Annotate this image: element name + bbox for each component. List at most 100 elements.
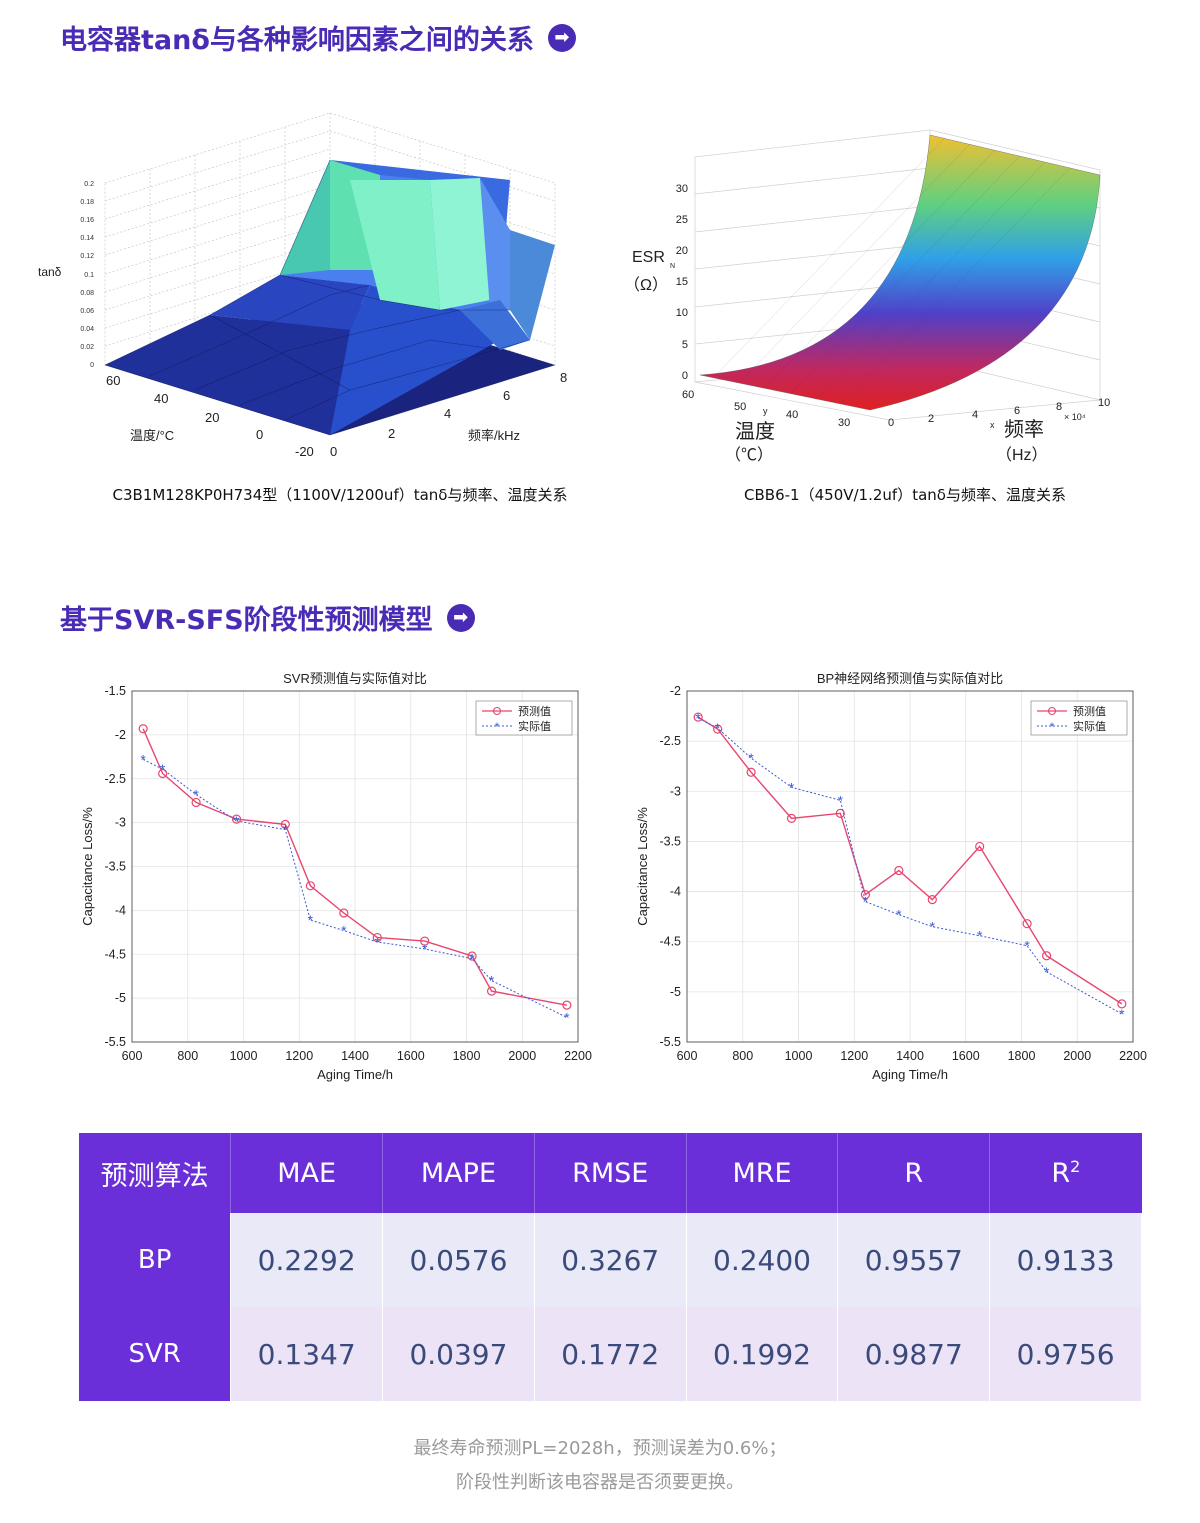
data-point-predicted — [305, 881, 315, 891]
data-point-actual: * — [695, 710, 701, 726]
right-temp-axis-letter: y — [763, 406, 768, 416]
temp-tick: 40 — [786, 409, 798, 421]
y-tick-label: -4.5 — [659, 935, 681, 949]
data-point-predicted — [835, 808, 845, 818]
data-point-predicted — [191, 797, 201, 808]
arrow-right-icon[interactable]: ➡ — [446, 603, 475, 632]
data-point-actual: * — [469, 951, 475, 967]
header-mre: MRE — [686, 1133, 839, 1213]
z-tick: 15 — [676, 276, 688, 288]
z-tick: 0.16 — [80, 217, 94, 224]
z-tick: 10 — [676, 307, 688, 319]
data-point-actual: * — [838, 792, 844, 808]
y-tick-label: -5.5 — [104, 1035, 126, 1049]
freq-tick: 0 — [330, 444, 337, 459]
legend-marker-actual: * — [495, 720, 500, 734]
series-line-predicted — [142, 728, 567, 1006]
temp-tick: 60 — [682, 389, 694, 401]
legend-box — [1030, 700, 1128, 736]
temp-tick: 0 — [256, 427, 263, 442]
z-tick: 0.2 — [84, 181, 94, 188]
value-cell: 0.3267 — [534, 1213, 687, 1307]
data-point-predicted — [280, 819, 290, 829]
data-point-actual: * — [789, 779, 795, 795]
bp-line-chart: 600 800 1000 1200 1400 1600 1800 2000 2200 -2 -2.5… — [635, 671, 1147, 1082]
x-tick-label: 1600 — [397, 1049, 425, 1063]
freq-tick: 2 — [388, 426, 395, 441]
freq-tick: 6 — [1014, 405, 1020, 417]
section1-title: 电容器tanδ与各种影响因素之间的关系 ➡ — [60, 18, 576, 57]
right-temp-unit: （℃） — [725, 446, 773, 464]
series-line-actual — [697, 717, 1123, 1015]
right-zlabel: ESR — [632, 249, 665, 266]
section2-title: 基于SVR-SFS阶段性预测模型 ➡ — [60, 598, 475, 637]
header-algorithm: 预测算法 — [79, 1133, 232, 1213]
z-tick: 0.1 — [84, 272, 94, 279]
freq-tick: 4 — [972, 409, 978, 421]
x-axis-label: Aging Time/h — [317, 1067, 393, 1082]
table-row: BP 0.2292 0.0576 0.3267 0.2400 0.9557 0.… — [79, 1213, 1142, 1307]
value-cell: 0.9877 — [837, 1307, 991, 1401]
left-zlabel: tanδ — [38, 265, 62, 279]
freq-tick: 2 — [928, 413, 934, 425]
series-line-actual — [142, 758, 568, 1018]
left-freq-label: 频率/kHz — [468, 428, 520, 443]
left-z-ticks: 0 0.02 0.04 0.06 0.08 0.1 0.12 0.14 0.16… — [80, 181, 94, 369]
y-tick-label: -4.5 — [104, 947, 126, 961]
data-point-actual: * — [1119, 1006, 1125, 1022]
data-point-predicted — [693, 712, 703, 722]
z-tick: 0.12 — [80, 253, 94, 260]
z-tick: 0 — [682, 370, 688, 382]
y-tick-label: -5.5 — [659, 1035, 681, 1049]
data-point-actual: * — [193, 787, 199, 803]
table-row: SVR 0.1347 0.0397 0.1772 0.1992 0.9877 0… — [79, 1307, 1142, 1401]
y-tick-label: -3.5 — [659, 834, 681, 848]
table-header-row: 预测算法 MAE MAPE RMSE MRE R R2 — [79, 1133, 1142, 1213]
value-cell: 0.1347 — [230, 1307, 384, 1401]
right-zunit: （Ω） — [624, 276, 668, 294]
legend-label-actual: 实际值 — [1073, 719, 1106, 733]
temp-tick: 30 — [838, 417, 850, 429]
data-point-predicted — [975, 841, 985, 852]
legend-box — [475, 700, 573, 736]
x-tick-label: 600 — [677, 1049, 698, 1063]
z-tick: 0.18 — [80, 199, 94, 206]
value-cell: 0.9133 — [989, 1213, 1142, 1307]
value-cell: 0.1772 — [534, 1307, 687, 1401]
y-axis-label: Capacitance Loss/% — [80, 807, 95, 926]
value-cell: 0.1992 — [686, 1307, 839, 1401]
data-point-predicted — [1041, 951, 1052, 961]
data-point-actual: * — [896, 907, 902, 923]
plot-frame — [131, 690, 579, 1043]
data-point-predicted — [927, 894, 937, 905]
y-axis-label: Capacitance Loss/% — [635, 807, 650, 926]
data-point-actual: * — [1024, 938, 1030, 954]
freq-tick: 0 — [888, 417, 894, 429]
data-point-actual: * — [930, 919, 936, 935]
right-temp-label: 温度 — [735, 420, 775, 443]
legend-label-actual: 实际值 — [518, 719, 551, 733]
data-point-actual: * — [160, 761, 166, 777]
legend-label-predicted: 预测值 — [518, 705, 551, 718]
data-point-actual: * — [748, 750, 754, 766]
header-r2-exp: 2 — [1070, 1157, 1081, 1176]
x-tick-label: 1000 — [230, 1049, 258, 1063]
data-point-predicted — [158, 768, 168, 779]
data-point-actual: * — [977, 928, 983, 944]
section1-title-text: 电容器tanδ与各种影响因素之间的关系 — [60, 25, 534, 56]
legend-label-predicted: 预测值 — [1073, 705, 1106, 718]
x-tick-label: 1800 — [453, 1049, 481, 1063]
legend-marker-predicted — [492, 706, 502, 716]
legend-marker-actual: * — [1050, 720, 1055, 734]
arrow-right-icon[interactable]: ➡ — [547, 23, 576, 52]
value-cell: 0.9756 — [989, 1307, 1142, 1401]
chart-title: SVR预测值与实际值对比 — [283, 671, 427, 686]
data-point-predicted — [339, 908, 349, 918]
freq-tick: 10 — [1098, 397, 1110, 409]
data-point-actual: * — [308, 912, 314, 928]
data-point-actual: * — [283, 822, 289, 838]
algo-cell: SVR — [79, 1307, 232, 1401]
x-tick-label: 1600 — [952, 1049, 980, 1063]
right-zlabel-sub: N — [670, 263, 675, 270]
y-tick-label: -3.5 — [104, 860, 126, 874]
